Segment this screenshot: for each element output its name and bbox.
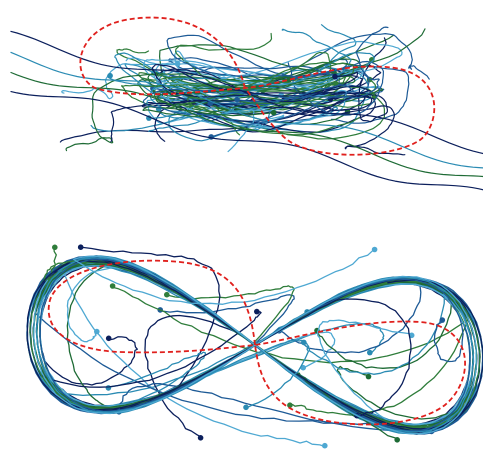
bottom-start-dot-21	[408, 332, 415, 339]
bottom-trajectory-23	[29, 246, 481, 428]
top-trajectory-22	[65, 73, 356, 152]
bottom-start-dot-26	[243, 404, 249, 411]
top-start-dot-13	[208, 134, 214, 140]
bottom-start-dot-12	[77, 244, 84, 250]
bottom-start-dot-22	[394, 437, 401, 443]
bottom-trajectories	[26, 244, 483, 449]
top-start-dot-22	[270, 109, 277, 116]
top-trajectory-23	[121, 61, 360, 136]
top-trajectory-29	[10, 91, 483, 191]
top-start-dot-21	[174, 61, 181, 67]
top-start-dot-25	[234, 96, 240, 103]
bottom-start-dot-17	[287, 402, 293, 409]
top-start-dot-16	[286, 76, 292, 83]
bottom-reference-figure-eight	[47, 259, 466, 426]
bottom-start-dot-6	[197, 435, 204, 441]
top-reference-figure-eight	[79, 16, 436, 156]
top-start-dot-8	[107, 72, 113, 79]
top-start-dot-24	[332, 73, 338, 80]
bottom-panel	[26, 244, 483, 449]
top-trajectory-24	[110, 63, 371, 143]
top-trajectory-25	[142, 26, 389, 125]
top-trajectory-27	[10, 51, 483, 169]
top-trajectory-20	[148, 28, 376, 119]
bottom-start-dot-23	[52, 244, 58, 251]
bottom-start-dot-3	[322, 442, 328, 449]
bottom-start-dot-27	[371, 246, 378, 253]
top-trajectory-28	[10, 71, 483, 178]
top-trajectory-26	[10, 30, 483, 155]
bottom-start-dot-0	[105, 335, 112, 342]
bottom-start-dot-16	[365, 373, 372, 380]
bottom-start-dot-5	[109, 283, 116, 289]
bottom-start-dot-15	[94, 328, 100, 335]
bottom-start-dot-11	[164, 291, 170, 298]
bottom-start-dot-8	[367, 349, 373, 356]
bottom-start-dot-14	[105, 385, 112, 391]
bottom-trajectory-27	[33, 248, 477, 435]
bottom-trajectory-25	[39, 258, 471, 432]
bottom-trajectory-26	[35, 257, 474, 433]
bottom-start-dot-25	[439, 317, 446, 323]
top-panel	[10, 16, 483, 191]
top-start-dot-23	[332, 80, 339, 87]
top-start-dot-17	[369, 57, 375, 63]
bottom-start-dot-18	[253, 308, 260, 315]
top-trajectories	[10, 24, 483, 191]
bottom-trajectory-24	[26, 260, 483, 430]
